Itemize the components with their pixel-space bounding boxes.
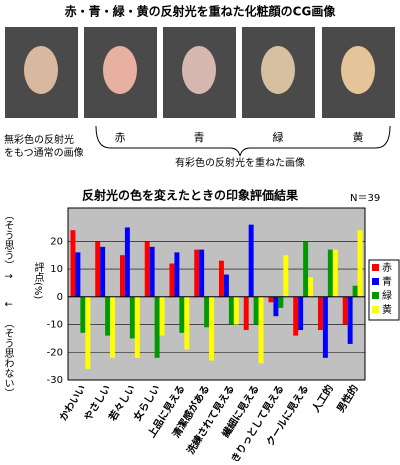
y-tick-label: -20 — [47, 347, 63, 358]
face — [103, 46, 137, 94]
bar — [258, 296, 264, 364]
color-label: 赤 — [115, 131, 126, 144]
face — [182, 46, 216, 94]
plain-label: 無彩色の反射光 — [4, 133, 74, 146]
bar — [105, 296, 111, 336]
chart-subtitle: N＝39 — [350, 193, 380, 204]
bar — [308, 277, 314, 297]
plot-area — [67, 207, 366, 381]
bar — [119, 255, 125, 297]
bar — [209, 296, 215, 361]
plain-label: をもつ通常の画像 — [4, 146, 84, 159]
color-label: 黄 — [353, 130, 364, 144]
axis-note: （そう思わない） — [2, 318, 14, 398]
bar — [293, 296, 299, 336]
color-label: 青 — [194, 131, 205, 144]
bar — [110, 296, 116, 358]
bar — [218, 260, 224, 297]
bar — [204, 296, 210, 328]
x-tick-label: 男性的 — [334, 382, 361, 414]
bar — [303, 241, 309, 297]
legend-swatch — [372, 292, 379, 299]
legend-swatch — [372, 264, 379, 271]
bar — [184, 296, 190, 350]
legend-label: 赤 — [382, 262, 392, 274]
bar — [100, 246, 106, 297]
bar — [194, 249, 200, 297]
legend-label: 緑 — [382, 289, 392, 302]
face — [261, 46, 295, 94]
axis-note: （そう思う） — [2, 210, 14, 270]
color-label: 緑 — [273, 130, 284, 144]
bar — [149, 246, 155, 297]
y-tick-label: -10 — [47, 320, 63, 331]
bar — [85, 296, 91, 369]
x-tick-label: 人工的 — [309, 382, 336, 414]
bar — [154, 296, 160, 358]
bar — [159, 296, 165, 336]
bar — [228, 296, 234, 325]
axis-note: ↓ — [2, 300, 13, 308]
face — [24, 46, 58, 94]
bar — [169, 263, 175, 297]
bar — [298, 296, 304, 331]
bar — [273, 296, 279, 317]
y-tick-label: 20 — [50, 236, 63, 247]
legend-label: 青 — [382, 275, 392, 288]
bar — [253, 296, 259, 325]
bar — [283, 255, 289, 297]
bar — [179, 296, 185, 333]
bar — [317, 296, 323, 331]
brace — [95, 125, 391, 157]
bar — [347, 296, 353, 344]
bar — [327, 249, 333, 297]
legend-label: 黄 — [382, 303, 392, 316]
bar — [70, 230, 76, 297]
bar — [223, 274, 229, 297]
bar — [322, 296, 328, 358]
bar — [357, 230, 363, 297]
y-tick-label: 0 — [57, 292, 63, 303]
bar — [124, 227, 130, 297]
page-title: 赤・青・緑・黄の反射光を重ねた化粧顔のCG画像 — [65, 4, 337, 19]
y-tick-label: 10 — [50, 264, 63, 275]
bar — [243, 296, 249, 331]
bar — [95, 241, 101, 297]
axis-note: ↑ — [2, 272, 13, 280]
bar — [134, 296, 140, 358]
y-axis-label: 評点(%) — [32, 261, 44, 300]
legend-swatch — [372, 306, 379, 313]
bar — [174, 252, 180, 297]
bar — [233, 296, 239, 325]
bar — [144, 241, 150, 297]
bar — [199, 249, 205, 297]
bar — [75, 252, 81, 297]
bar — [248, 224, 254, 297]
bar — [129, 296, 135, 339]
bar — [278, 296, 284, 308]
photos — [5, 27, 395, 118]
face — [341, 46, 375, 94]
legend-swatch — [372, 278, 379, 285]
y-tick-label: -30 — [47, 375, 63, 386]
bar — [352, 285, 358, 297]
bar — [342, 296, 348, 325]
colored-label: 有彩色の反射光を重ねた画像 — [175, 156, 305, 169]
bar — [332, 249, 338, 297]
bar — [268, 296, 274, 303]
chart-title: 反射光の色を変えたときの印象評価結果 — [82, 188, 298, 203]
bar — [80, 296, 86, 333]
